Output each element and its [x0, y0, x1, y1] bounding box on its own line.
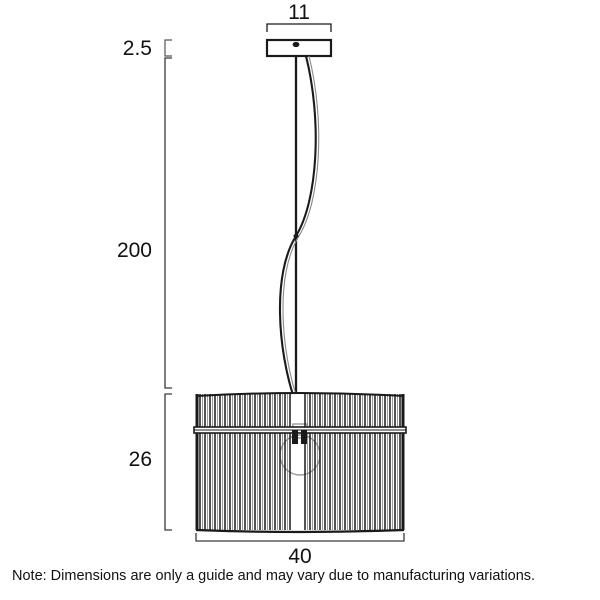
dimension-shade-width: 40: [195, 533, 405, 568]
dimension-label-26: 26: [129, 448, 152, 471]
canopy-screw-dot: [292, 41, 300, 48]
socket-stem-right: [301, 430, 307, 444]
shade-horizontal-band: [193, 426, 407, 434]
dimension-bracket-2point5: [164, 39, 172, 57]
shade-ribs: [199, 394, 401, 530]
canopy-inner: [270, 43, 328, 53]
socket-stem-left: [292, 430, 298, 444]
dimension-bracket-11: [266, 23, 332, 32]
dimension-label-11: 11: [288, 1, 310, 24]
shade-bottom-rim: [195, 528, 405, 534]
dimension-drop: 200: [117, 57, 172, 389]
shade-top-rim: [195, 392, 405, 397]
shade-rib-shading: [202, 394, 398, 530]
ceiling-canopy-plate: [265, 38, 333, 58]
dimension-label-2point5: 2.5: [123, 37, 152, 60]
ribbed-cylinder-shade: [193, 392, 407, 534]
dimension-canopy-height: 2.5: [123, 37, 172, 60]
dimension-label-200: 200: [117, 239, 152, 262]
suspension-cord-curved-highlight: [282, 55, 320, 399]
dimension-canopy-width: 11: [266, 1, 332, 32]
cord-cross-node: [293, 234, 299, 238]
dimension-shade-height: 26: [129, 393, 172, 531]
suspension-cords: [278, 55, 320, 400]
dimension-label-40: 40: [288, 545, 311, 568]
footer-note: Note: Dimensions are only a guide and ma…: [12, 568, 536, 584]
dimension-bracket-200: [164, 57, 172, 389]
dimension-bracket-40: [195, 533, 405, 542]
dimension-bracket-26: [164, 393, 172, 531]
